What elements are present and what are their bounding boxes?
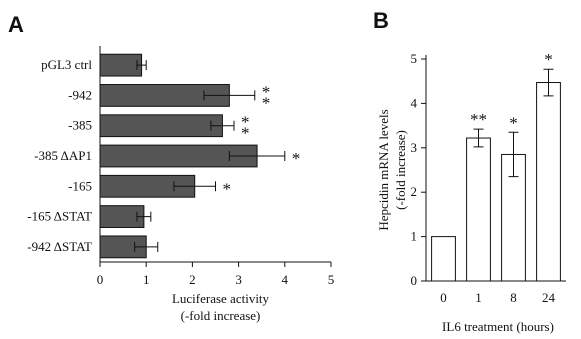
error-bar-a-0 [136, 60, 147, 71]
y-axis-title-b-0: Hepcidin mRNA levels [376, 109, 391, 230]
error-bar-a-3 [228, 151, 286, 161]
error-bar-a-5 [136, 211, 152, 222]
category-label-b-0: 0 [440, 290, 447, 305]
panel-a-label: A [8, 12, 24, 37]
panel-a-chart: pGL3 ctrl-942 **-385 **-385 ΔAP1 *-165 *-165… [27, 46, 334, 323]
error-bar-b-2 [508, 131, 519, 178]
bar-b-3 [536, 82, 561, 282]
x-tick-label-a-2: 2 [189, 272, 196, 287]
category-label-a-6: -942 ΔSTAT [27, 239, 92, 254]
category-label-a-2: -385 [68, 118, 92, 133]
significance-a-1: * [262, 82, 271, 101]
panel-b-label: B [373, 8, 389, 33]
x-tick-label-a-5: 5 [328, 272, 335, 287]
category-label-a-3: -385 ΔAP1 [34, 148, 92, 163]
error-bar-a-4 [173, 181, 216, 192]
x-tick-label-a-0: 0 [97, 272, 104, 287]
error-bar-b-1 [473, 128, 484, 148]
error-bar-a-2 [210, 120, 235, 131]
error-bar-b-3 [543, 68, 554, 97]
significance-b-1: ** [470, 110, 487, 129]
significance-b-2: * [509, 113, 518, 132]
bar-b-1 [466, 137, 491, 282]
category-label-a-5: -165 ΔSTAT [27, 209, 92, 224]
panel-b-chart: 0 ** 1 * 8 * 24 0 1 2 3 4 5 Hepcidin mRNA levels (-fol… [376, 50, 566, 334]
y-tick-label-b-2: 2 [411, 184, 418, 199]
error-bar-a-1 [203, 90, 256, 101]
y-axis-title-b-1: (-fold increase) [393, 130, 408, 210]
x-axis-title-b: IL6 treatment (hours) [442, 319, 554, 334]
significance-a-3: * [292, 149, 301, 168]
y-tick-label-b-1: 1 [411, 229, 418, 244]
y-tick-label-b-5: 5 [411, 51, 418, 66]
significance-a-2: * [241, 113, 250, 132]
error-bar-a-6 [134, 241, 159, 252]
y-tick-label-b-4: 4 [411, 95, 418, 110]
category-label-b-3: 24 [542, 290, 556, 305]
category-label-b-2: 8 [510, 290, 517, 305]
y-tick-label-b-3: 3 [411, 140, 418, 155]
significance-a-1-2: * [262, 93, 271, 112]
x-axis-title-a-0: Luciferase activity [172, 291, 270, 306]
significance-a-2-2: * [241, 124, 250, 143]
bar-a-2 [99, 114, 223, 138]
y-tick-label-b-0: 0 [411, 273, 418, 288]
x-tick-label-a-4: 4 [282, 272, 289, 287]
bar-a-0 [99, 53, 143, 77]
category-label-a-4: -165 [68, 178, 92, 193]
category-label-b-1: 1 [475, 290, 482, 305]
bar-b-0 [431, 236, 456, 282]
significance-b-3: * [544, 50, 553, 69]
category-label-a-0: pGL3 ctrl [41, 57, 92, 72]
significance-a-4: * [223, 179, 232, 198]
category-label-a-1: -942 [68, 87, 92, 102]
x-axis-title-a-1: (-fold increase) [181, 308, 261, 323]
x-tick-label-a-3: 3 [235, 272, 242, 287]
x-tick-label-a-1: 1 [143, 272, 150, 287]
